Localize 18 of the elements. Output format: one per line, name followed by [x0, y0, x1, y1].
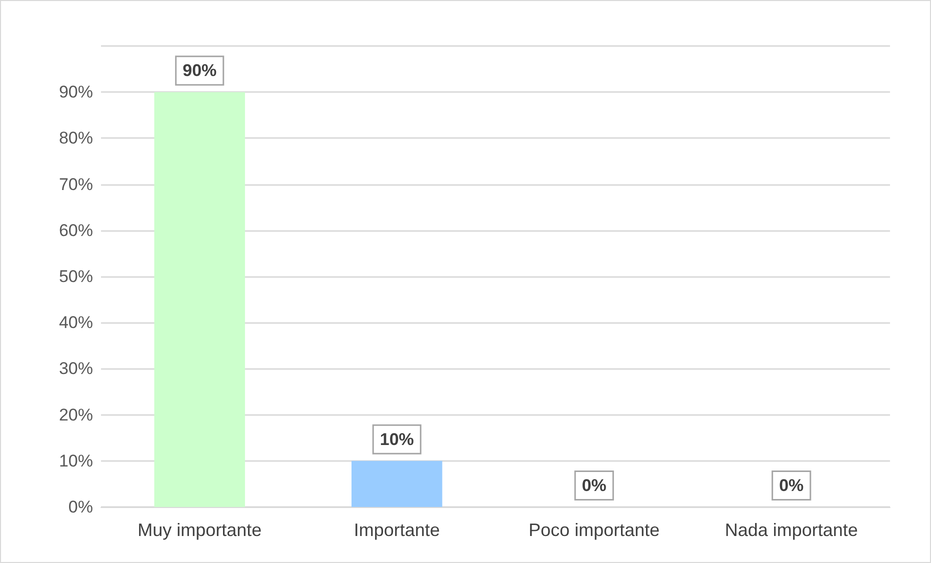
data-label: 90%: [182, 61, 217, 80]
data-label: 0%: [582, 476, 606, 495]
data-label: 10%: [380, 430, 414, 449]
x-tick-label: Poco importante: [528, 520, 660, 540]
y-tick-label: 50%: [58, 267, 93, 286]
y-tick-label: 10%: [58, 451, 93, 470]
x-tick-label: Importante: [354, 520, 440, 540]
y-tick-label: 20%: [58, 405, 93, 424]
y-tick-label: 0%: [68, 498, 93, 516]
y-tick-label: 60%: [58, 220, 93, 240]
data-label: 0%: [779, 476, 804, 495]
y-tick-label: 30%: [58, 359, 93, 378]
y-tick-label: 90%: [58, 82, 93, 102]
x-tick-label: Nada importante: [724, 520, 858, 540]
x-tick-label: Muy importante: [138, 520, 262, 540]
y-tick-label: 80%: [58, 128, 93, 148]
y-tick-label: 70%: [58, 174, 93, 194]
y-tick-label: 40%: [58, 313, 93, 332]
